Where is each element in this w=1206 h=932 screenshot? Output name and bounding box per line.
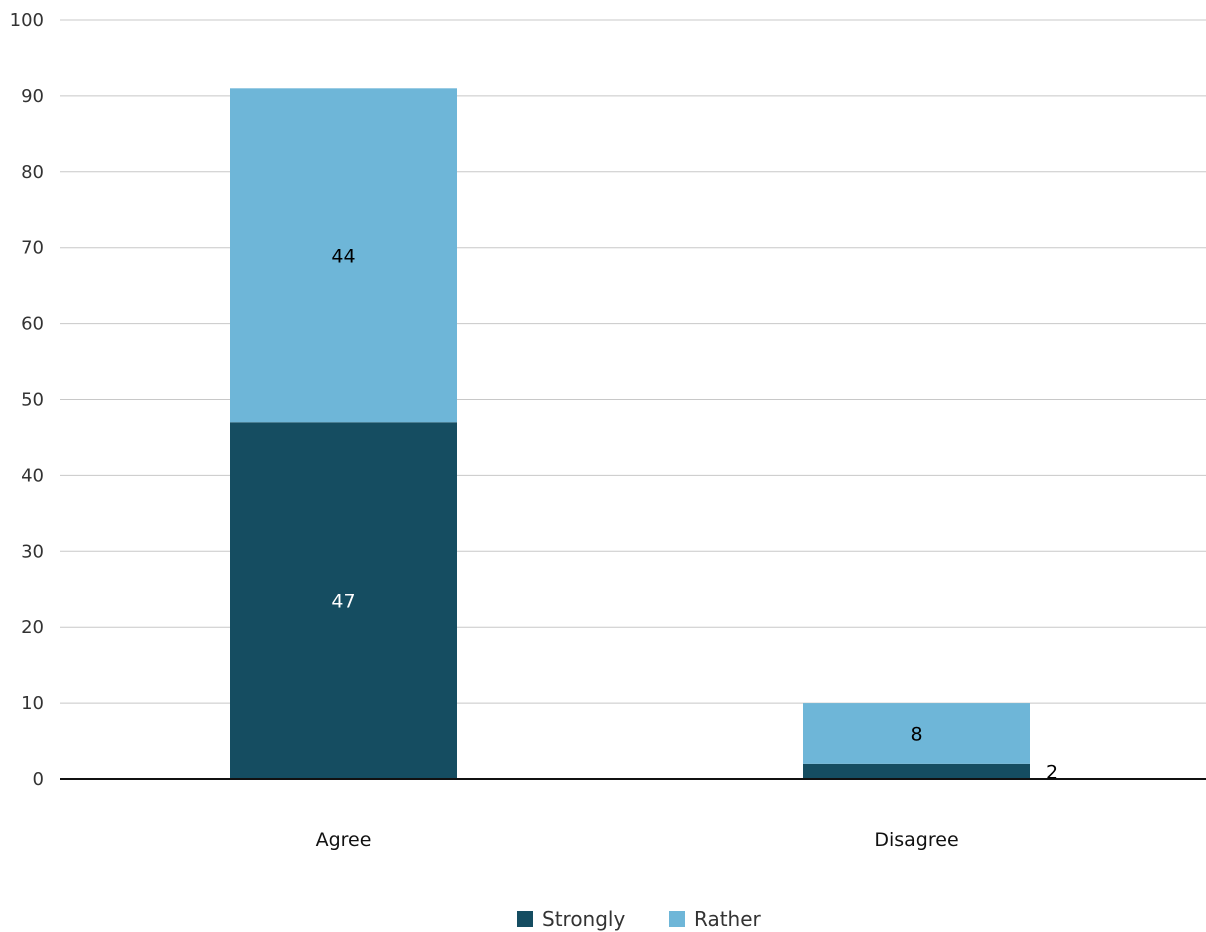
data-label: 8 — [910, 723, 922, 745]
bars — [230, 88, 1030, 779]
y-axis: 0 10 20 30 40 50 60 70 80 90 100 — [10, 10, 44, 790]
bar-disagree-rather — [803, 703, 1030, 764]
data-label: 47 — [331, 591, 355, 613]
legend-item-strongly: Strongly — [517, 907, 625, 931]
y-tick-label: 60 — [21, 314, 44, 335]
y-tick-label: 40 — [21, 465, 44, 486]
x-tick-label: Agree — [316, 829, 372, 851]
data-labels: 47 44 2 8 — [331, 245, 1058, 783]
x-axis: Agree Disagree — [316, 829, 959, 851]
data-label: 2 — [1046, 761, 1058, 783]
y-tick-label: 70 — [21, 238, 44, 259]
y-tick-label: 80 — [21, 162, 44, 183]
y-tick-label: 10 — [21, 693, 44, 714]
y-tick-label: 20 — [21, 617, 44, 638]
y-tick-label: 90 — [21, 86, 44, 107]
y-tick-label: 50 — [21, 390, 44, 411]
y-tick-label: 100 — [10, 10, 44, 31]
legend-swatch — [669, 911, 685, 927]
bar-agree-rather — [230, 88, 457, 423]
legend: Strongly Rather — [517, 907, 762, 931]
legend-item-rather: Rather — [669, 907, 762, 931]
x-tick-label: Disagree — [874, 829, 958, 851]
legend-swatch — [517, 911, 533, 927]
y-tick-label: 30 — [21, 541, 44, 562]
bar-agree-strongly — [230, 422, 457, 779]
legend-label: Rather — [694, 907, 762, 931]
data-label: 44 — [331, 245, 355, 267]
legend-label: Strongly — [542, 907, 625, 931]
y-tick-label: 0 — [33, 769, 44, 790]
bar-disagree-strongly — [803, 763, 1030, 779]
